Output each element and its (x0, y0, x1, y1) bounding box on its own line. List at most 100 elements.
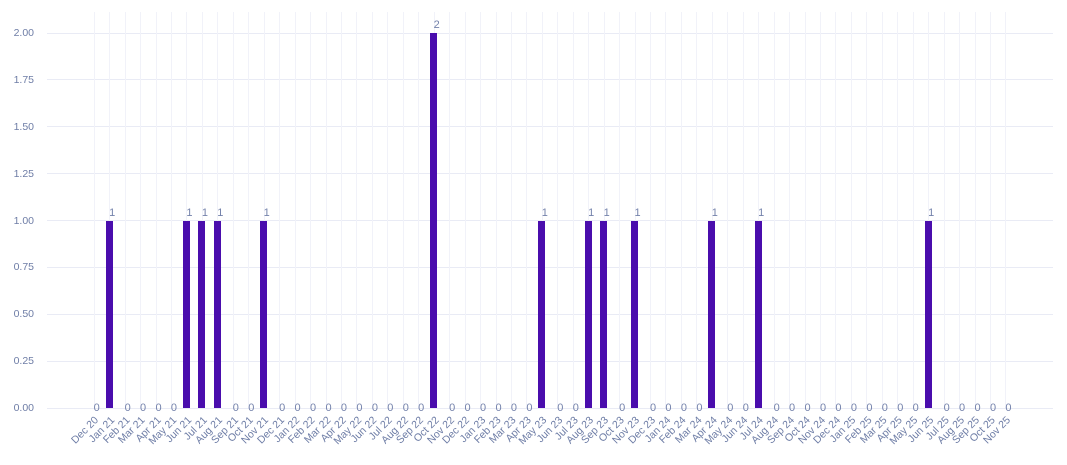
bar[interactable] (260, 220, 268, 408)
bar-value-label: 0 (170, 402, 178, 414)
v-gridline (449, 12, 451, 408)
v-gridline (170, 12, 172, 408)
month-column: 0 Feb 21 (101, 12, 132, 446)
month-column: 0 Oct 21 (226, 12, 256, 445)
bar-value-label: 0 (680, 402, 687, 414)
h-gridline (47, 79, 1053, 81)
bar-value-label: 0 (819, 402, 827, 414)
month-column: 1 Jul 24 (738, 12, 766, 443)
bar-value-label: 0 (974, 402, 981, 414)
v-gridline (758, 12, 760, 408)
bar[interactable] (708, 220, 716, 408)
bar-value-label: 1 (541, 206, 548, 219)
v-gridline (93, 12, 95, 408)
month-column: 0 Apr 23 (504, 12, 534, 445)
bar-value-label: 0 (279, 402, 286, 414)
y-axis: 0.00 0.25 0.50 0.75 1.00 1.25 1.50 1.75 2.00 (0, 0, 38, 465)
month-column: 0 Mar 23 (487, 12, 519, 446)
bar-value-label: 0 (557, 402, 564, 414)
v-gridline (881, 12, 883, 408)
month-column: 0 Oct 24 (782, 12, 812, 445)
bar-value-label: 0 (912, 402, 919, 414)
bar-value-label: 0 (649, 402, 657, 414)
bar-value-label: 1 (186, 206, 193, 219)
category-strip: 0 Dec 20 1 Jan 21 0 Feb 21 0 Mar 21 0 Apr 21 0 May … (69, 12, 1014, 447)
bar-value-label: 0 (402, 402, 409, 414)
month-column: 0 Dec 24 (811, 12, 843, 446)
v-gridline (279, 12, 281, 408)
h-gridline (47, 266, 1053, 268)
month-column: 1 Apr 24 (689, 12, 720, 445)
bar[interactable] (198, 220, 206, 408)
month-column: 1 Jun 25 (905, 12, 936, 445)
y-tick-label: 2.00 (13, 27, 34, 39)
h-gridline (47, 173, 1053, 175)
bar-value-label: 0 (850, 402, 857, 414)
bar-value-label: 0 (665, 402, 672, 414)
bar-value-label: 0 (526, 402, 533, 414)
month-column: 0 Sep 21 (209, 12, 241, 446)
bar-value-label: 0 (959, 402, 966, 414)
bar[interactable] (182, 220, 190, 408)
v-gridline (588, 12, 590, 408)
v-gridline (928, 12, 930, 408)
v-gridline (897, 12, 899, 408)
bar-value-label: 0 (310, 402, 317, 414)
month-column: 0 Jun 23 (534, 12, 565, 445)
month-column: 1 Aug 21 (193, 12, 225, 446)
bar-value-label: 0 (989, 402, 997, 414)
v-gridline (480, 12, 482, 408)
month-column: 0 Apr 22 (318, 12, 349, 445)
v-gridline (356, 12, 358, 408)
bar-value-label: 0 (696, 402, 703, 414)
bar-value-label: 1 (634, 206, 641, 219)
month-column: 1 Jun 21 (163, 12, 194, 445)
month-column: 0 Mar 22 (302, 12, 333, 446)
bar-value-label: 0 (232, 402, 239, 414)
v-gridline (294, 12, 296, 408)
month-column: 0 Oct 23 (597, 12, 627, 445)
bar-value-label: 1 (928, 206, 935, 219)
bar-value-label: 0 (773, 402, 780, 414)
bar[interactable] (924, 220, 932, 408)
month-column: 1 Nov 21 (239, 12, 271, 446)
bar[interactable] (430, 33, 438, 408)
bar[interactable] (584, 220, 592, 408)
month-column: 0 Dec 20 (69, 12, 102, 446)
month-column: 1 Aug 23 (564, 12, 596, 446)
bar-value-label: 0 (124, 402, 131, 414)
month-column: 0 Feb 25 (843, 12, 874, 446)
bar[interactable] (631, 220, 639, 408)
bar[interactable] (600, 220, 608, 408)
bar-value-label: 0 (325, 402, 332, 414)
bar-value-label: 1 (603, 206, 610, 219)
month-column: 0 Jul 23 (552, 12, 581, 443)
bar[interactable] (105, 220, 113, 408)
bar[interactable] (538, 220, 546, 408)
bar-value-label: 0 (804, 402, 811, 414)
y-tick-label: 0.75 (13, 261, 34, 274)
month-column: 0 May 25 (888, 12, 921, 447)
bar[interactable] (754, 220, 762, 408)
v-gridline (526, 12, 528, 408)
bar-value-label: 0 (464, 402, 471, 414)
h-gridline (47, 313, 1053, 315)
v-gridline (263, 12, 265, 408)
bar-value-label: 0 (418, 402, 425, 414)
bar-value-label: 0 (449, 402, 456, 414)
bar-value-label: 0 (727, 402, 734, 414)
v-gridline (850, 12, 852, 408)
h-gridline (47, 220, 1053, 221)
bar-value-label: 0 (155, 402, 162, 414)
bar[interactable] (213, 220, 221, 408)
month-column: 0 Feb 22 (286, 12, 318, 446)
v-gridline (541, 12, 543, 408)
v-gridline (866, 12, 868, 408)
month-column: 0 Jan 23 (457, 12, 488, 445)
month-column: 1 Jan 21 (86, 12, 117, 445)
month-column: 0 Sep 25 (950, 12, 982, 446)
month-column: 0 Jan 24 (642, 12, 673, 445)
v-gridline (665, 12, 667, 408)
bar-value-label: 0 (897, 402, 904, 414)
v-gridline (650, 12, 652, 408)
